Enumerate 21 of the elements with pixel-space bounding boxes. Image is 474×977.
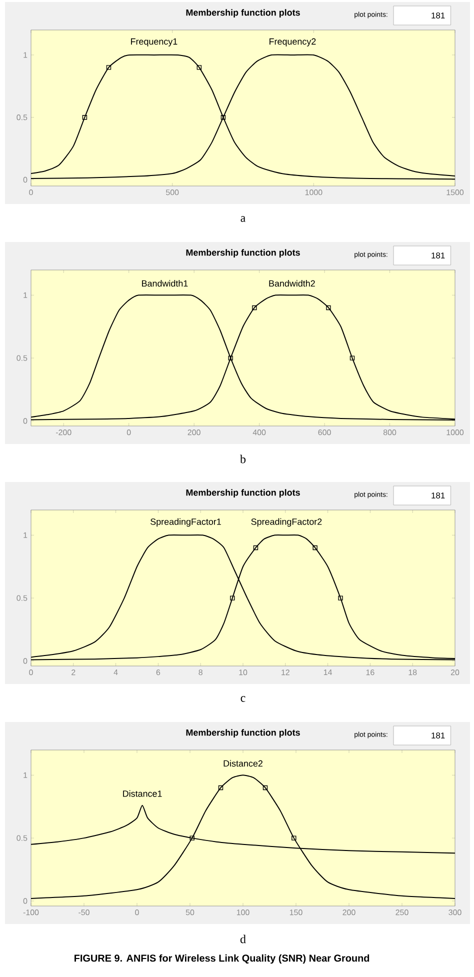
text: a [240, 216, 246, 222]
series-label: Distance2 [224, 760, 262, 767]
text: 181 [432, 252, 445, 258]
series-label: Bandwidth2 [269, 280, 315, 287]
chart-title: Membership function plots [186, 9, 300, 18]
series-label: Distance1 [123, 790, 162, 797]
series-label: Frequency1 [131, 38, 178, 46]
caption: FIGURE 9. ANFIS for Wireless Link Quality (SNR) Near Ground [74, 954, 370, 964]
series-label: SpreadingFactor1 [150, 518, 221, 527]
chart-title: Membership function plots [186, 249, 300, 258]
series-label: Bandwidth1 [142, 280, 188, 287]
text: c [240, 696, 246, 702]
text: 181 [432, 492, 445, 498]
chart-title: Membership function plots [186, 729, 300, 738]
text: 181 [432, 12, 445, 18]
chart-title: Membership function plots [186, 489, 300, 498]
text: b [240, 454, 246, 464]
text: 181 [432, 732, 445, 738]
series-label: SpreadingFactor2 [251, 518, 322, 527]
text: d [240, 934, 246, 944]
series-label: Frequency2 [270, 38, 316, 46]
